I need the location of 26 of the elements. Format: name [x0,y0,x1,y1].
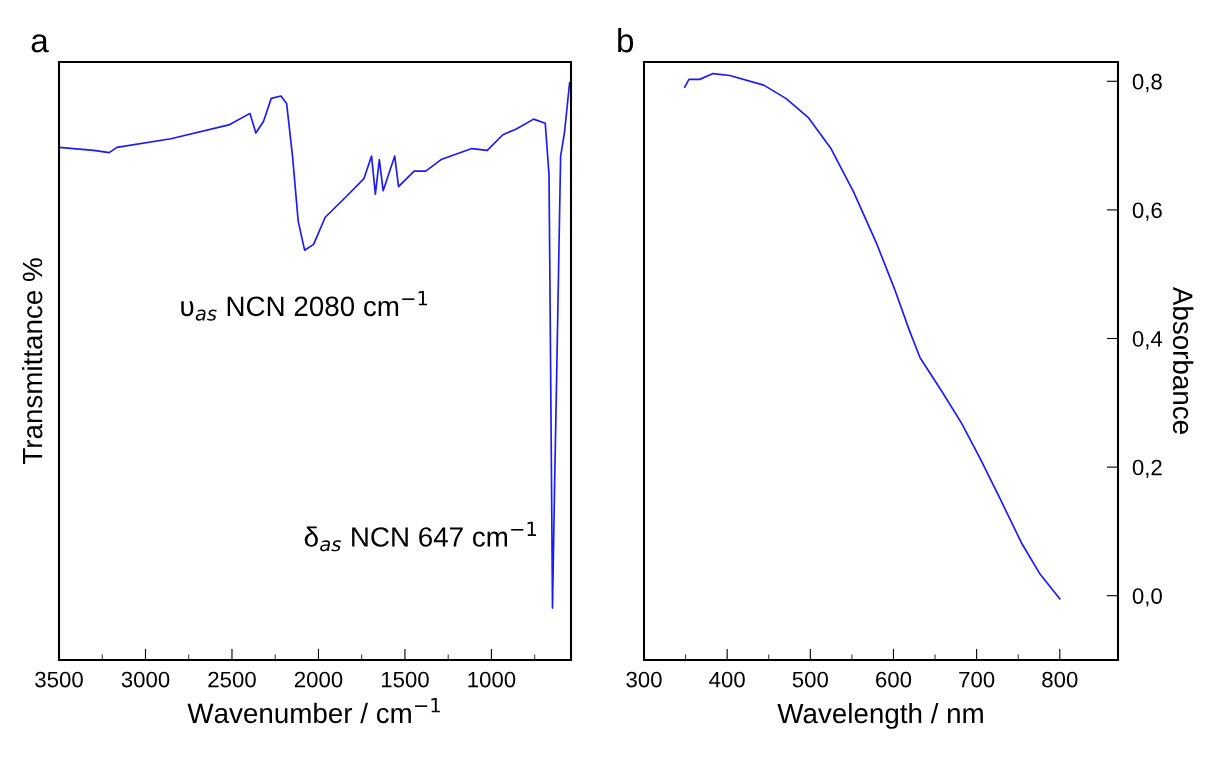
y2-tick-label: 0,2 [1132,459,1162,478]
text: a [31,34,49,53]
x-tick-label: 2000 [294,671,343,688]
y2-tick-label: 0,0 [1132,588,1162,607]
x-tick-label: 1500 [381,671,429,688]
x-axis-title: Wavelength / nm [777,702,983,729]
y2-tick-label: 0,6 [1132,202,1162,221]
x-tick-label: 3000 [121,671,170,688]
x-tick-label: 500 [792,671,828,688]
y2-tick-label: 0,4 [1132,331,1163,350]
x-tick-label: 400 [709,671,745,688]
x-tick-label: 300 [626,671,662,688]
annotation: υ$_{as}$ NCN 2080 cm$^{−1}$ [181,291,428,321]
line-series [683,72,1061,600]
text: b [618,27,634,53]
x-tick-label: 800 [1042,671,1078,688]
y2-axis-title: Absorbance [1172,286,1194,434]
x-tick-label: 3500 [35,671,83,688]
y2-tick-label: 0,8 [1132,73,1162,93]
x-tick-label: 2500 [208,671,256,688]
y-axis-title: Transmittance % [21,258,43,465]
annotation: δ$_{as}$ NCN 647 cm$^{−1}$ [304,521,536,552]
x-tick-label: 700 [959,671,995,688]
x-tick-label: 600 [876,671,912,688]
x-tick-label: 1000 [468,671,516,688]
x-axis-title: Wavenumber / cm$^{−1}$ [187,698,440,724]
